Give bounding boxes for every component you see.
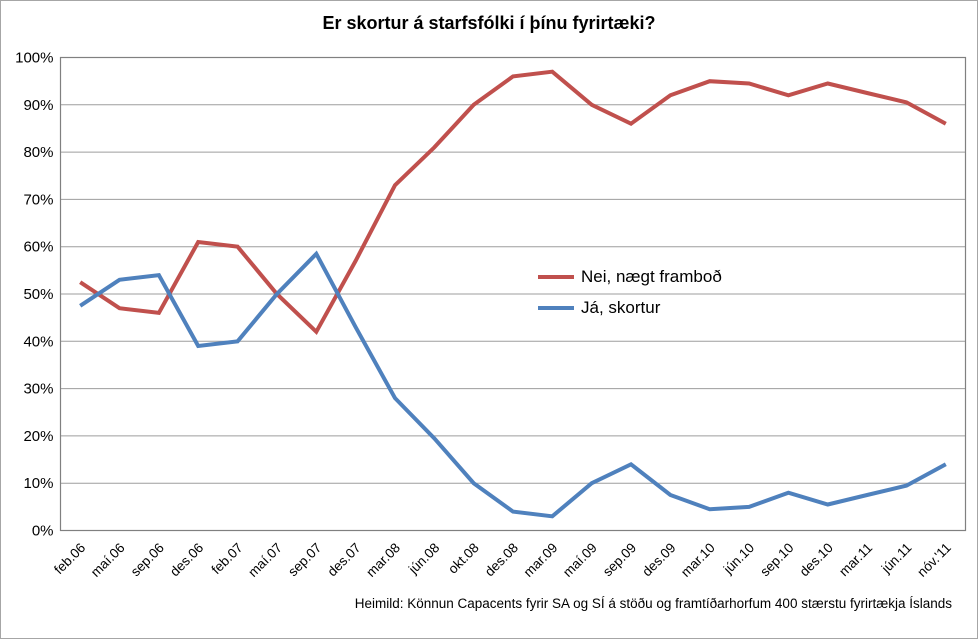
series-line-ja	[79, 250, 947, 519]
x-axis-label: nóv.'11	[914, 540, 954, 580]
source-note: Heimild: Könnun Capacents fyrir SA og SÍ…	[354, 596, 952, 611]
y-axis-label: 70%	[23, 191, 53, 208]
legend-swatch-nei-icon	[538, 275, 574, 279]
x-axis-label: des.06	[167, 540, 206, 579]
x-axis-label: jún.08	[405, 540, 442, 577]
plot-border	[59, 56, 967, 532]
y-axis-label: 0%	[32, 523, 54, 540]
y-axis-label: 50%	[23, 286, 53, 303]
x-axis-label: mar.10	[678, 540, 718, 580]
series-line-nei	[79, 69, 947, 336]
legend-entry-ja: Já, skortur	[538, 296, 722, 320]
x-axis-label: mar.09	[521, 540, 561, 580]
x-axis-label: sep.09	[600, 540, 639, 579]
x-axis-label: maí.06	[88, 540, 128, 580]
x-axis-label: maí.09	[560, 540, 600, 580]
y-axis-label: 20%	[23, 428, 53, 445]
legend-label-nei: Nei, nægt framboð	[581, 267, 722, 286]
x-axis-label: maí.07	[245, 540, 285, 580]
legend-entry-nei: Nei, nægt framboð	[538, 265, 722, 289]
x-axis-label: sep.07	[285, 540, 324, 579]
x-axis-label: jún.10	[720, 540, 757, 577]
y-axis-label: 40%	[23, 333, 53, 350]
y-axis-label: 10%	[23, 475, 53, 492]
legend-label-ja: Já, skortur	[581, 298, 661, 317]
chart-legend: Nei, nægt framboð Já, skortur	[538, 265, 722, 327]
x-axis-label: des.07	[324, 540, 363, 579]
y-axis-label: 30%	[23, 381, 53, 398]
legend-swatch-ja-icon	[538, 306, 574, 310]
y-axis-label: 100%	[15, 50, 53, 67]
y-axis-label: 60%	[23, 239, 53, 256]
chart-title: Er skortur á starfsfólki í þínu fyrirtæk…	[322, 13, 656, 33]
x-axis-label: des.09	[639, 540, 678, 579]
x-axis-label: sep.10	[757, 540, 796, 579]
y-axis-label: 90%	[23, 97, 53, 114]
x-axis-label: okt.08	[445, 540, 482, 577]
x-axis-label: mar.11	[836, 540, 875, 579]
x-axis-label: sep.06	[128, 540, 167, 579]
x-axis-label: des.10	[797, 540, 836, 579]
x-axis-label: feb.07	[209, 540, 246, 577]
x-axis-label: des.08	[482, 540, 521, 579]
x-axis-label: mar.08	[363, 540, 403, 580]
x-axis-label: feb.06	[51, 540, 88, 577]
y-axis-label: 80%	[23, 144, 53, 161]
x-axis-label: jún.11	[878, 540, 915, 577]
